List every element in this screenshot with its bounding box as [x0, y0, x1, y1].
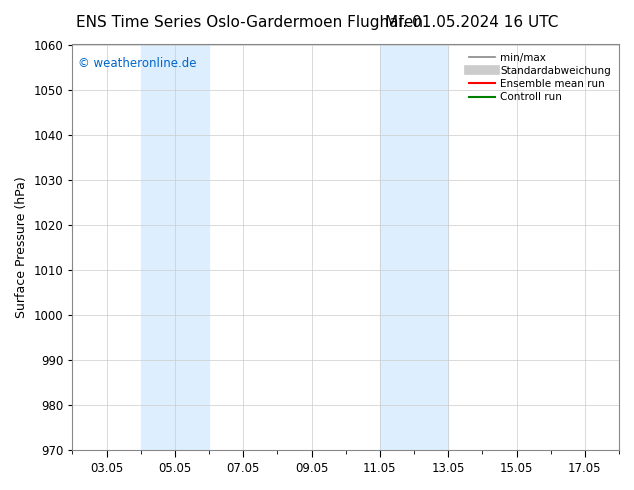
Y-axis label: Surface Pressure (hPa): Surface Pressure (hPa) [15, 176, 28, 318]
Text: © weatheronline.de: © weatheronline.de [78, 57, 197, 70]
Text: Mi. 01.05.2024 16 UTC: Mi. 01.05.2024 16 UTC [385, 15, 558, 30]
Legend: min/max, Standardabweichung, Ensemble mean run, Controll run: min/max, Standardabweichung, Ensemble me… [465, 49, 614, 105]
Bar [380, 45, 448, 450]
Bar [141, 45, 209, 450]
Text: ENS Time Series Oslo-Gardermoen Flughafen: ENS Time Series Oslo-Gardermoen Flughafe… [76, 15, 423, 30]
